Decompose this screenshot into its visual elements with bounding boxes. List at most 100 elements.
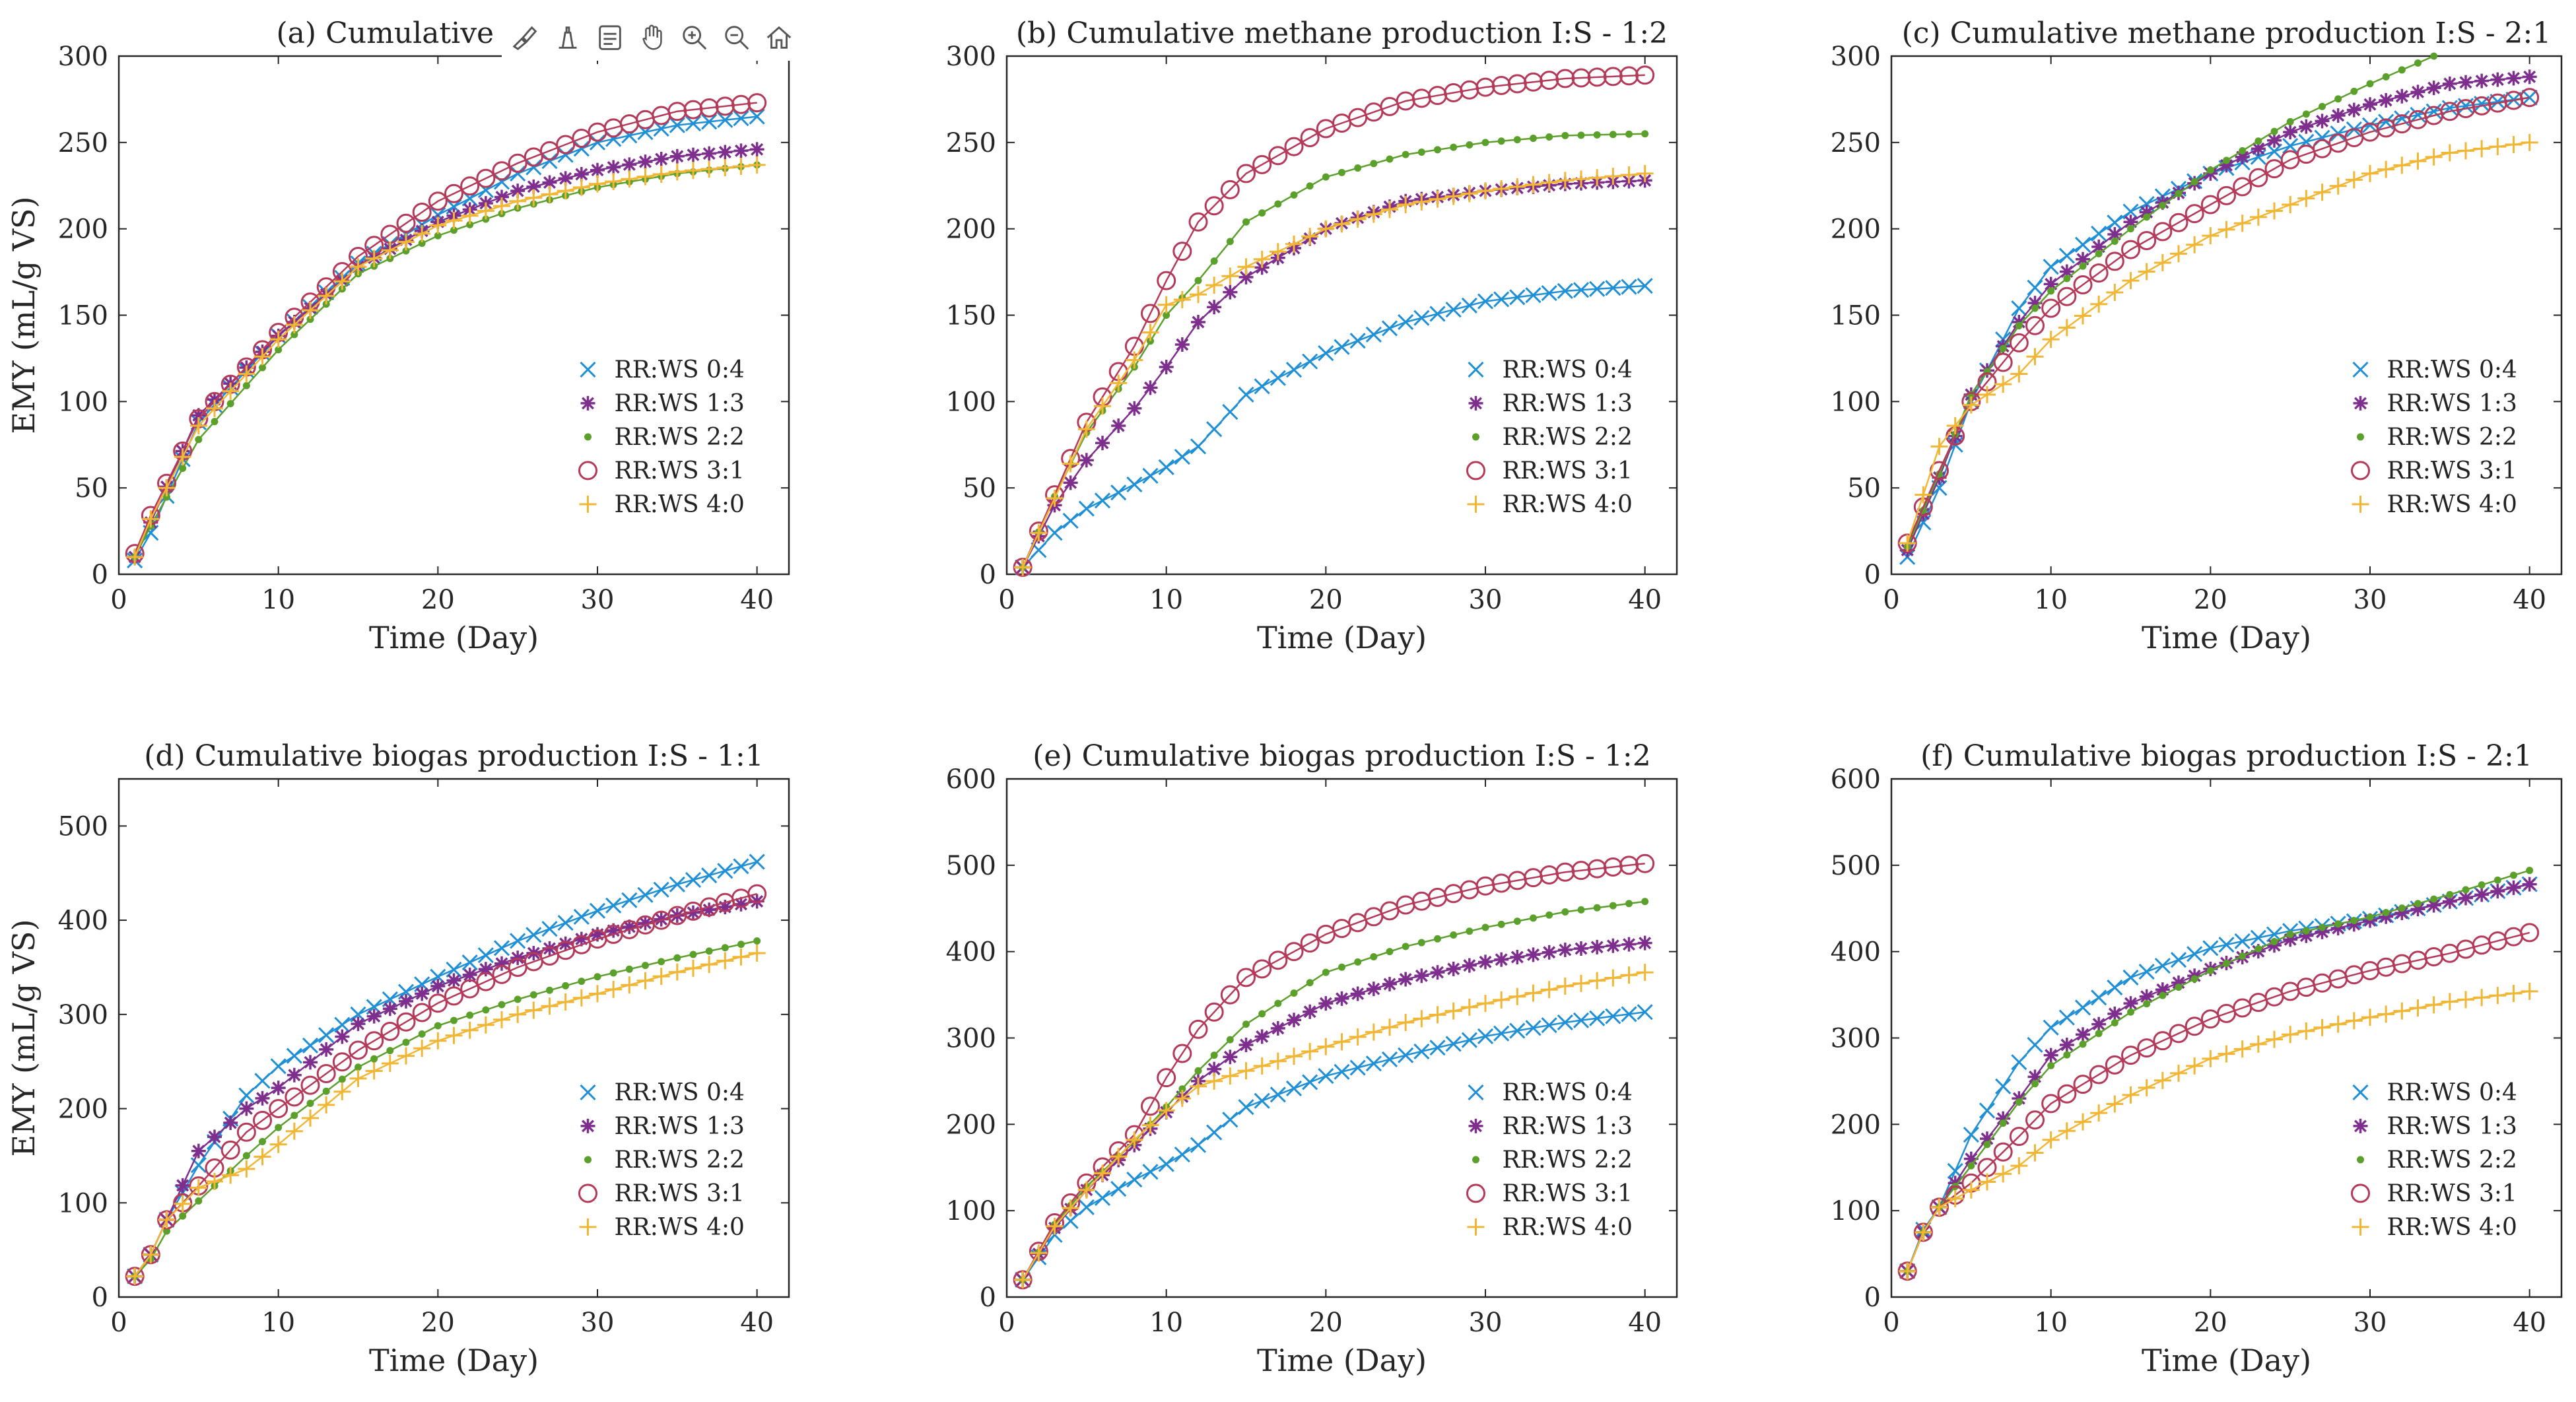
data-point [319,1042,334,1057]
legend-label: RR:WS 2:2 [2387,424,2517,451]
data-point [461,207,479,224]
data-point [142,1246,160,1263]
data-point [2329,1015,2347,1033]
data-point [1525,1020,1542,1036]
data-point [1444,1002,1462,1020]
data-point [2410,106,2426,123]
data-point [2457,991,2474,1009]
data-point [476,168,496,188]
data-point [418,1030,426,1038]
y-tick-label: 100 [1831,387,1881,417]
y-tick-label: 400 [1831,937,1881,968]
data-point [1142,1164,1159,1180]
data-point [1450,931,1458,939]
data-point [1110,484,1127,501]
data-point [1174,1147,1190,1163]
chart-panel-e: (e) Cumulative biogas production I:S - 1… [946,739,1678,1378]
data-point [287,1067,302,1083]
data-point [1111,418,1126,433]
data-point [1333,215,1351,233]
legend-marker [584,433,592,441]
pan-button[interactable] [635,20,669,55]
legend-label: RR:WS 3:1 [615,1180,745,1207]
series-line [1907,869,2530,1272]
chart-panel-c: (c) Cumulative methane production I:S - … [1831,17,2563,655]
data-point [175,1178,190,1193]
data-point [2058,1009,2075,1026]
data-point [1398,1047,1414,1063]
data-point [1365,205,1382,223]
data-point [2074,999,2091,1016]
data-point [541,185,559,203]
data-point [1397,196,1415,214]
data-point [2190,975,2198,983]
data-point [2377,160,2395,178]
data-point [1206,1124,1223,1141]
y-tick-label: 0 [1864,1283,1881,1313]
series-rr-ws-4-0 [1899,133,2538,552]
data-point [1545,133,1553,141]
data-point [2430,52,2438,60]
data-point [2505,984,2523,1002]
data-point [2441,144,2458,162]
zoom-out-icon [725,26,749,50]
data-tips-button[interactable] [551,20,585,55]
data-point [1354,164,1362,172]
data-point [2127,1008,2134,1016]
data-point [2091,239,2107,254]
brush-data-button[interactable] [508,20,543,55]
data-point [2042,331,2060,349]
data-point [668,163,686,181]
legend-marker [579,495,597,513]
legend-label: RR:WS 2:2 [615,424,745,451]
home-button[interactable] [762,20,796,55]
data-point [642,962,649,970]
data-point [1604,168,1622,185]
data-point [525,189,543,207]
series-rr-ws-3-1 [1897,923,2540,1281]
data-point [542,175,557,190]
data-point [653,120,669,137]
data-point [302,302,319,319]
legend-label: RR:WS 3:1 [1503,1180,1633,1207]
data-point [1588,169,1606,187]
zoom-in-button[interactable] [677,20,712,55]
data-point [211,418,219,426]
data-point [2153,1031,2173,1051]
data-point [1110,1180,1127,1197]
data-point [2059,1037,2074,1052]
data-point [1370,160,1378,168]
data-point [1226,238,1234,246]
data-point [189,1179,207,1197]
data-point [573,908,590,925]
data-point [2143,1000,2151,1008]
data-point [721,944,729,952]
data-point [2233,1040,2251,1058]
data-point [1381,1018,1398,1036]
data-point [1252,959,1272,979]
data-point [749,108,765,125]
data-point [2090,1104,2108,1122]
data-point [2031,1080,2039,1088]
data-point [2414,59,2422,67]
data-point [1194,277,1202,284]
legend-marker [2357,1156,2364,1164]
data-point [1190,1137,1207,1153]
y-tick-label: 100 [58,387,108,417]
legend-marker [2351,1184,2370,1203]
x-tick-label: 0 [110,585,127,615]
data-point [1062,512,1079,529]
data-point [2478,881,2486,889]
series-rr-ws-4-0 [1899,982,2538,1280]
data-point [1620,966,1638,984]
data-point [2266,143,2283,160]
data-point [415,986,430,1001]
data-point [1994,1165,2012,1183]
legend-button[interactable] [593,20,627,55]
data-point [1556,978,1574,995]
data-point [306,316,314,323]
data-point [2155,982,2170,997]
data-point [351,1017,366,1032]
zoom-out-button[interactable] [720,20,754,55]
data-point [1963,1151,1979,1166]
